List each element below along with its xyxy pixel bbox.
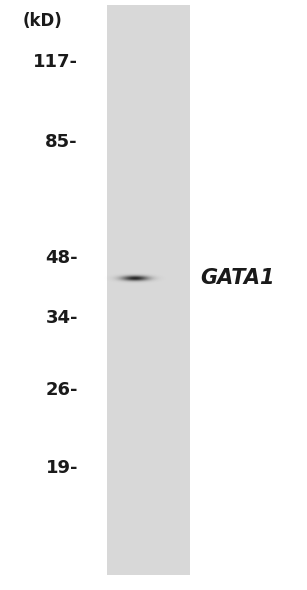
Text: 48-: 48- (45, 249, 78, 267)
Text: 117-: 117- (33, 53, 78, 71)
Text: 34-: 34- (45, 309, 78, 327)
Text: 19-: 19- (45, 459, 78, 477)
Text: 85-: 85- (45, 133, 78, 151)
Text: 26-: 26- (45, 381, 78, 399)
Text: GATA1: GATA1 (200, 268, 274, 288)
Text: (kD): (kD) (22, 12, 62, 30)
Bar (107, 5, 190, 575)
